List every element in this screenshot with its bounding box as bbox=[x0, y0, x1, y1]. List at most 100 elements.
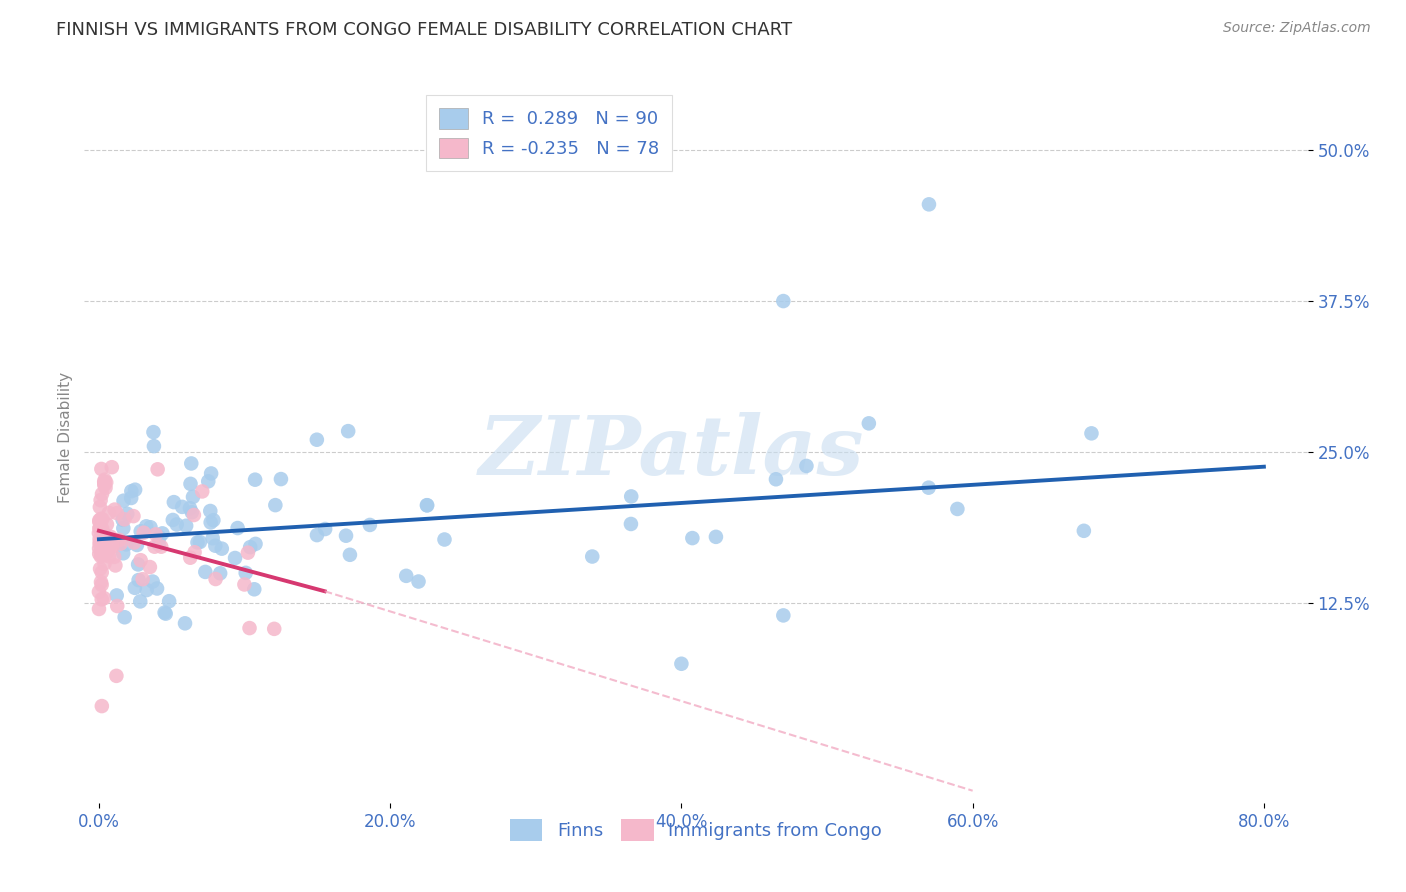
Point bbox=[93, 527, 115, 541]
Point bbox=[110, 536, 132, 550]
Point bbox=[359, 518, 381, 533]
Point bbox=[104, 558, 127, 573]
Point bbox=[89, 547, 111, 561]
Point bbox=[150, 540, 173, 554]
Point bbox=[105, 669, 128, 683]
Text: FINNISH VS IMMIGRANTS FROM CONGO FEMALE DISABILITY CORRELATION CHART: FINNISH VS IMMIGRANTS FROM CONGO FEMALE … bbox=[56, 21, 793, 38]
Point bbox=[96, 544, 118, 558]
Text: ZIPatlas: ZIPatlas bbox=[479, 412, 865, 491]
Point bbox=[90, 547, 112, 561]
Point bbox=[90, 575, 112, 590]
Point bbox=[183, 508, 205, 522]
Point bbox=[245, 537, 267, 551]
Point bbox=[188, 535, 211, 549]
Point bbox=[181, 490, 204, 504]
Point bbox=[202, 513, 225, 527]
Point bbox=[129, 594, 152, 608]
Point bbox=[93, 476, 115, 491]
Point bbox=[90, 462, 112, 476]
Point bbox=[179, 550, 201, 565]
Point bbox=[179, 476, 201, 491]
Point bbox=[87, 584, 110, 599]
Point bbox=[111, 513, 134, 527]
Point bbox=[90, 549, 112, 564]
Point bbox=[96, 517, 118, 532]
Point bbox=[305, 433, 328, 447]
Point bbox=[946, 502, 969, 516]
Point bbox=[917, 481, 939, 495]
Point bbox=[183, 545, 205, 559]
Point bbox=[103, 549, 125, 564]
Point bbox=[226, 521, 249, 535]
Point bbox=[127, 558, 149, 572]
Point bbox=[314, 522, 336, 536]
Point bbox=[120, 484, 142, 499]
Point bbox=[91, 522, 114, 536]
Point bbox=[89, 562, 111, 576]
Point bbox=[87, 526, 110, 541]
Point bbox=[112, 493, 135, 508]
Point bbox=[128, 573, 150, 587]
Point bbox=[91, 487, 114, 501]
Point bbox=[90, 592, 112, 607]
Point bbox=[270, 472, 292, 486]
Point bbox=[104, 502, 127, 516]
Point bbox=[142, 574, 165, 589]
Point bbox=[89, 521, 111, 535]
Point bbox=[96, 475, 118, 490]
Point bbox=[339, 548, 361, 562]
Point bbox=[139, 560, 162, 574]
Point bbox=[87, 602, 110, 616]
Point bbox=[335, 529, 357, 543]
Point bbox=[93, 475, 115, 489]
Point bbox=[115, 537, 138, 551]
Point bbox=[89, 515, 111, 529]
Point bbox=[263, 622, 285, 636]
Point bbox=[200, 504, 222, 518]
Y-axis label: Female Disability: Female Disability bbox=[58, 371, 73, 503]
Point bbox=[89, 534, 111, 549]
Point bbox=[200, 516, 222, 530]
Point bbox=[112, 521, 135, 535]
Point bbox=[395, 569, 418, 583]
Point bbox=[620, 516, 643, 531]
Point bbox=[105, 506, 128, 520]
Point bbox=[90, 699, 112, 714]
Point bbox=[796, 458, 818, 473]
Point bbox=[142, 439, 165, 453]
Point bbox=[93, 591, 115, 606]
Point bbox=[337, 424, 360, 438]
Point bbox=[89, 513, 111, 527]
Legend: Finns, Immigrants from Congo: Finns, Immigrants from Congo bbox=[503, 812, 889, 848]
Point bbox=[93, 536, 115, 550]
Text: Source: ZipAtlas.com: Source: ZipAtlas.com bbox=[1223, 21, 1371, 35]
Point bbox=[146, 582, 169, 596]
Point bbox=[155, 607, 177, 621]
Point bbox=[112, 546, 135, 560]
Point bbox=[124, 581, 146, 595]
Point bbox=[150, 526, 173, 541]
Point bbox=[163, 495, 186, 509]
Point bbox=[122, 535, 145, 549]
Point bbox=[191, 484, 214, 499]
Point bbox=[204, 572, 226, 586]
Point bbox=[114, 610, 136, 624]
Point bbox=[142, 425, 165, 439]
Point bbox=[89, 500, 111, 514]
Point bbox=[305, 528, 328, 542]
Point bbox=[620, 490, 643, 504]
Point bbox=[97, 506, 120, 520]
Point bbox=[93, 478, 115, 492]
Point bbox=[1080, 426, 1102, 441]
Point bbox=[243, 582, 266, 597]
Point bbox=[135, 582, 157, 597]
Point bbox=[186, 535, 208, 549]
Point bbox=[146, 462, 169, 476]
Point bbox=[90, 493, 112, 508]
Point bbox=[122, 509, 145, 524]
Point bbox=[197, 475, 219, 489]
Point bbox=[129, 553, 152, 567]
Point bbox=[179, 501, 201, 516]
Point bbox=[581, 549, 603, 564]
Point bbox=[135, 519, 157, 533]
